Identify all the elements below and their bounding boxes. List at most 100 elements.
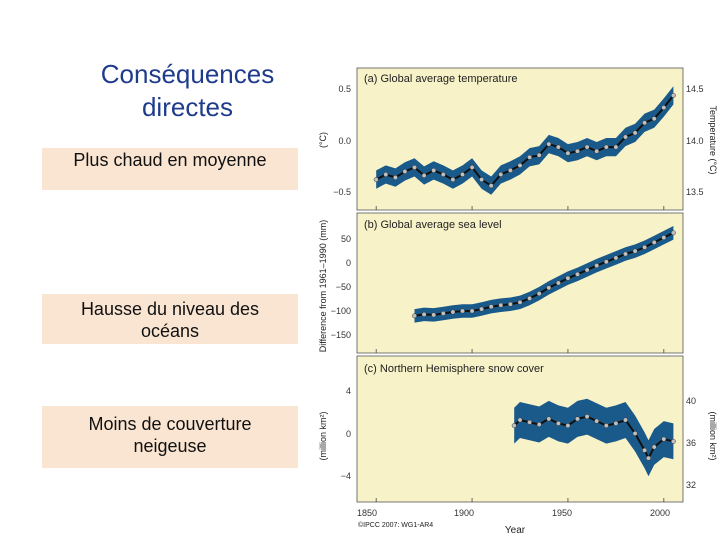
panel-a-data-point: [402, 169, 408, 174]
panel-b-ytick: 50: [341, 234, 351, 244]
panel-a-data-point: [517, 162, 523, 168]
panel-a-data-point: [565, 150, 571, 156]
panel-c-data-point: [536, 422, 542, 427]
panel-a-ytick-right: 14.0: [686, 136, 704, 146]
consequence-box-snow-line2: neigeuse: [133, 436, 207, 456]
panel-c-data-point: [661, 436, 667, 442]
panel-b-data-point: [440, 310, 446, 316]
panel-a-ytick-right: 13.5: [686, 187, 704, 197]
panel-a-data-point: [527, 154, 533, 160]
panel-b-data-point: [661, 235, 667, 241]
panel-a-data-point: [431, 167, 437, 173]
panel-b-data-point: [460, 308, 465, 314]
panel-a-ytick: 0.0: [338, 136, 351, 146]
panel-a-data-point: [440, 172, 446, 177]
panel-a-data-point: [594, 148, 600, 154]
panel-b-data-point: [421, 311, 427, 317]
panel-c-ytick: −4: [341, 471, 351, 481]
panel-c-data-point: [546, 416, 552, 422]
panel-c-ylabel-right: (million km²): [708, 412, 718, 461]
panel-a-data-point: [421, 173, 427, 178]
panel-c-ytick: 4: [346, 386, 351, 396]
panel-c-data-point: [565, 423, 571, 429]
panel-a-data-point: [613, 144, 619, 150]
slide-title-line1: Conséquences: [100, 59, 275, 89]
panel-b-data-point: [488, 304, 494, 310]
consequence-box-sea-level-line2: océans: [140, 321, 200, 341]
panel-a-data-point: [575, 148, 580, 154]
panel-a-data-point: [651, 116, 657, 122]
panel-a-data-point: [488, 183, 494, 189]
xtick-label: 1950: [552, 508, 572, 518]
panel-a-uncertainty-band: [376, 86, 674, 195]
panel-a-data-point: [555, 144, 561, 150]
panel-a-data-point: [460, 172, 465, 177]
panel-c-data-point: [632, 431, 638, 436]
xtick-label: 1900: [454, 508, 474, 518]
panel-b-data-point: [584, 267, 590, 273]
panel-b-series-line: [414, 231, 674, 317]
panel-c-data-point: [594, 418, 600, 424]
panel-c-data-point: [670, 438, 676, 444]
panel-a-data-point: [507, 167, 513, 173]
panel-b-data-point: [517, 299, 523, 305]
panel-b-data-point: [670, 230, 676, 236]
panel-a-ytick: −0.5: [333, 187, 351, 197]
panel-c-data-point: [613, 420, 619, 426]
consequence-box-snow: Moins de couverture neigeuse: [42, 406, 298, 468]
panel-a-ytick-right: 14.5: [686, 84, 704, 94]
panel-a-data-point: [623, 134, 628, 140]
panel-c-ylabel: (million km²): [318, 412, 328, 461]
figure-credit: ©IPCC 2007: WG1-AR4: [358, 521, 433, 529]
panel-a-data-point: [661, 105, 667, 111]
slide-title-line2: directes: [141, 92, 234, 122]
panel-b-ylabel: Difference from 1961–1990 (mm): [318, 220, 328, 352]
xtick-label: 1850: [357, 508, 377, 518]
panel-a-data-point: [383, 172, 389, 177]
panel-b-data-point: [431, 312, 437, 318]
panel-b-data-point: [469, 308, 475, 314]
panel-a-data-point: [450, 177, 456, 183]
panel-a-ytick: 0.5: [338, 84, 351, 94]
panel-b: [412, 226, 676, 323]
consequence-box-warmer-text: Plus chaud en moyenne: [73, 150, 267, 170]
panel-a-ylabel: (°C): [318, 132, 328, 148]
x-axis-label: Year: [505, 525, 526, 536]
panel-a-ylabel-right: Temperature (°C): [708, 105, 718, 174]
panel-a-data-point: [373, 177, 379, 183]
consequence-box-sea-level: Hausse du niveau des océans: [42, 294, 298, 344]
panel-a-data-point: [498, 172, 504, 177]
panel-b-data-point: [507, 301, 513, 307]
panel-a-data-point: [642, 120, 648, 126]
panel-b-data-point: [555, 280, 561, 286]
panel-c-data-point: [603, 423, 609, 429]
panel-c-data-point: [642, 447, 648, 453]
panel-b-data-point: [575, 271, 580, 277]
consequence-box-sea-level-line1: Hausse du niveau des: [80, 299, 260, 319]
panel-c-ytick-right: 36: [686, 438, 696, 448]
panel-a: [373, 86, 676, 195]
panel-c-ytick: 0: [346, 429, 351, 439]
consequence-box-snow-line1: Moins de couverture: [88, 414, 252, 434]
panel-a-data-point: [469, 164, 475, 170]
panel-a-data-point: [603, 144, 609, 150]
panel-a-title: (a) Global average temperature: [364, 73, 517, 85]
panel-c: [511, 398, 676, 477]
panel-b-ytick: −50: [336, 282, 351, 292]
panel-c-uncertainty-band: [514, 398, 674, 477]
panel-a-data-point: [670, 92, 676, 98]
panel-b-data-point: [613, 255, 619, 261]
panel-c-title: (c) Northern Hemisphere snow cover: [364, 363, 544, 375]
panel-c-data-point: [511, 423, 517, 429]
panel-a-data-point: [632, 130, 638, 136]
panel-b-data-point: [450, 309, 456, 315]
panel-c-data-point: [527, 419, 533, 425]
panel-b-data-point: [623, 251, 628, 257]
panel-c-data-point: [623, 417, 628, 423]
panel-a-data-point: [412, 164, 417, 170]
panel-a-data-point: [392, 175, 398, 180]
panel-b-ytick: 0: [346, 258, 351, 268]
panel-b-data-point: [546, 285, 552, 291]
panel-a-data-point: [536, 152, 542, 158]
